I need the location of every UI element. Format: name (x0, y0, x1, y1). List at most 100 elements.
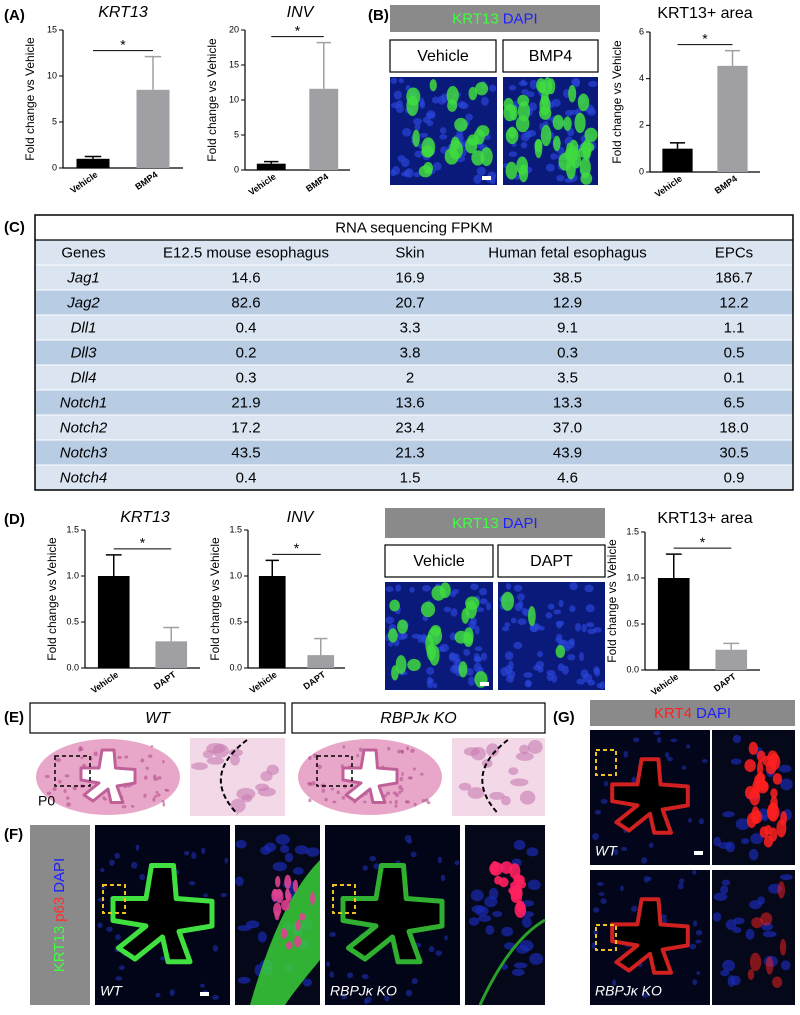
cell (550, 153, 558, 160)
cell (513, 584, 523, 592)
cell (486, 602, 491, 611)
cell (294, 845, 309, 855)
cell (157, 776, 162, 780)
cell (336, 790, 340, 795)
stage-label: P0 (38, 793, 55, 809)
panel-label: (A) (4, 7, 25, 24)
table-cell: 0.4 (236, 469, 257, 486)
cell (727, 975, 736, 987)
cell (281, 899, 291, 911)
cell (429, 645, 440, 666)
cell (461, 608, 470, 624)
cell (470, 617, 477, 626)
cell (139, 873, 145, 881)
cell (592, 627, 602, 633)
cell (317, 764, 322, 770)
x-tick-label: BMP4 (304, 171, 330, 194)
cell (100, 867, 105, 873)
cell (571, 77, 580, 87)
cell (394, 804, 398, 808)
condition-label: BMP4 (529, 48, 573, 65)
cell (508, 85, 517, 91)
table-cell: 20.7 (395, 294, 424, 311)
table-cell: 3.3 (400, 319, 421, 336)
cell (505, 161, 518, 180)
cell (72, 786, 77, 791)
stain-name: DAPI (503, 515, 538, 532)
cell (577, 93, 590, 112)
cell (201, 847, 206, 855)
cell (332, 800, 337, 804)
cell (780, 811, 788, 826)
panel-label: (B) (368, 7, 389, 24)
cell (406, 87, 421, 106)
cell (341, 995, 347, 1000)
cell (478, 587, 488, 596)
cell (473, 656, 482, 663)
cell (517, 593, 525, 601)
y-tick-label: 0.0 (229, 662, 242, 672)
table-cell: 0.2 (236, 344, 257, 361)
cell (754, 774, 765, 785)
table-row (35, 415, 793, 440)
cell (162, 759, 165, 764)
cell (490, 860, 499, 876)
cell (516, 900, 525, 913)
cell (524, 679, 532, 688)
bar (136, 89, 170, 168)
table-cell: 9.1 (557, 319, 578, 336)
y-tick-label: 1.0 (626, 572, 639, 582)
scale-bar (480, 682, 489, 686)
cell (620, 885, 624, 892)
cell (765, 956, 774, 975)
cell (212, 994, 220, 1000)
y-axis-label: Fold change vs Vehicle (45, 537, 59, 661)
lumen (610, 757, 690, 835)
cell (147, 754, 153, 758)
cell (121, 805, 127, 809)
cell (365, 996, 372, 1004)
cell (761, 814, 769, 822)
cell (401, 771, 404, 777)
cell (517, 618, 527, 626)
table-row (35, 340, 793, 365)
cell (529, 953, 544, 965)
cell (778, 764, 792, 773)
cell (419, 100, 426, 109)
cell (596, 682, 603, 689)
cell (732, 734, 742, 744)
cell (426, 801, 431, 805)
cell (505, 127, 519, 145)
cell (592, 929, 599, 935)
cell (398, 790, 402, 795)
cell (527, 879, 541, 891)
cell (124, 755, 129, 759)
cell (435, 950, 443, 956)
cell (641, 993, 649, 998)
cell (154, 794, 158, 798)
cell (505, 582, 512, 590)
table-border (34, 214, 794, 491)
y-tick-label: 15 (47, 24, 57, 34)
cell (481, 758, 493, 768)
cell (160, 956, 165, 961)
table-cell: 4.6 (557, 469, 578, 486)
cell (666, 756, 673, 762)
cell (653, 730, 661, 736)
cell (199, 983, 206, 988)
cell (206, 743, 226, 754)
stain-name: KRT13 (452, 515, 498, 532)
cell (421, 585, 432, 592)
cell (292, 867, 304, 875)
cell (750, 833, 764, 845)
y-tick-label: 5 (52, 116, 57, 126)
panel-label: (C) (4, 219, 25, 236)
stain-name: KRT13 (51, 926, 68, 972)
stain-name: p63 (51, 897, 68, 922)
cell (458, 782, 472, 791)
cell (431, 96, 440, 104)
cell (568, 84, 577, 103)
cell (556, 621, 563, 629)
cell (662, 917, 668, 924)
cell (481, 96, 489, 106)
